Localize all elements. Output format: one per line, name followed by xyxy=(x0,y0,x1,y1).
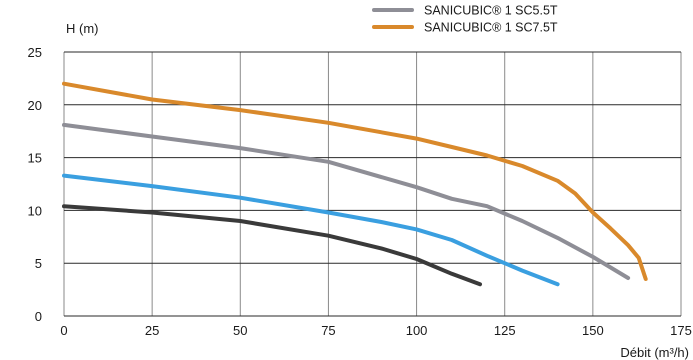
x-axis-label: Débit (m³/h) xyxy=(620,345,689,360)
x-tick-label: 100 xyxy=(406,323,428,338)
x-tick-label: 50 xyxy=(233,323,247,338)
y-axis-ticks: 0 5 10 15 20 25 xyxy=(28,45,42,324)
grid xyxy=(63,51,682,317)
legend-label: SANICUBIC® 1 SC5.5T xyxy=(424,4,558,18)
y-tick-label: 25 xyxy=(28,45,42,60)
legend-label: SANICUBIC® 1 SC7.5T xyxy=(424,21,558,35)
y-tick-label: 5 xyxy=(35,256,42,271)
x-axis-ticks: 0 25 50 75 100 125 150 175 xyxy=(60,323,691,338)
y-axis-label: H (m) xyxy=(66,21,99,36)
y-tick-label: 20 xyxy=(28,98,42,113)
series-line-3 xyxy=(62,122,631,280)
series-line-1 xyxy=(62,204,482,287)
y-tick-label: 15 xyxy=(28,151,42,166)
legend: SANICUBIC® 1 SC5.5T SANICUBIC® 1 SC7.5T xyxy=(372,4,558,35)
series-lines xyxy=(62,81,648,287)
x-tick-label: 75 xyxy=(321,323,335,338)
x-tick-label: 125 xyxy=(494,323,516,338)
series-line-4 xyxy=(62,81,648,281)
x-tick-label: 175 xyxy=(670,323,692,338)
y-tick-label: 0 xyxy=(35,309,42,324)
x-tick-label: 0 xyxy=(60,323,67,338)
y-tick-label: 10 xyxy=(28,203,42,218)
x-tick-label: 150 xyxy=(582,323,604,338)
x-tick-label: 25 xyxy=(145,323,159,338)
series-line-2 xyxy=(62,173,560,287)
